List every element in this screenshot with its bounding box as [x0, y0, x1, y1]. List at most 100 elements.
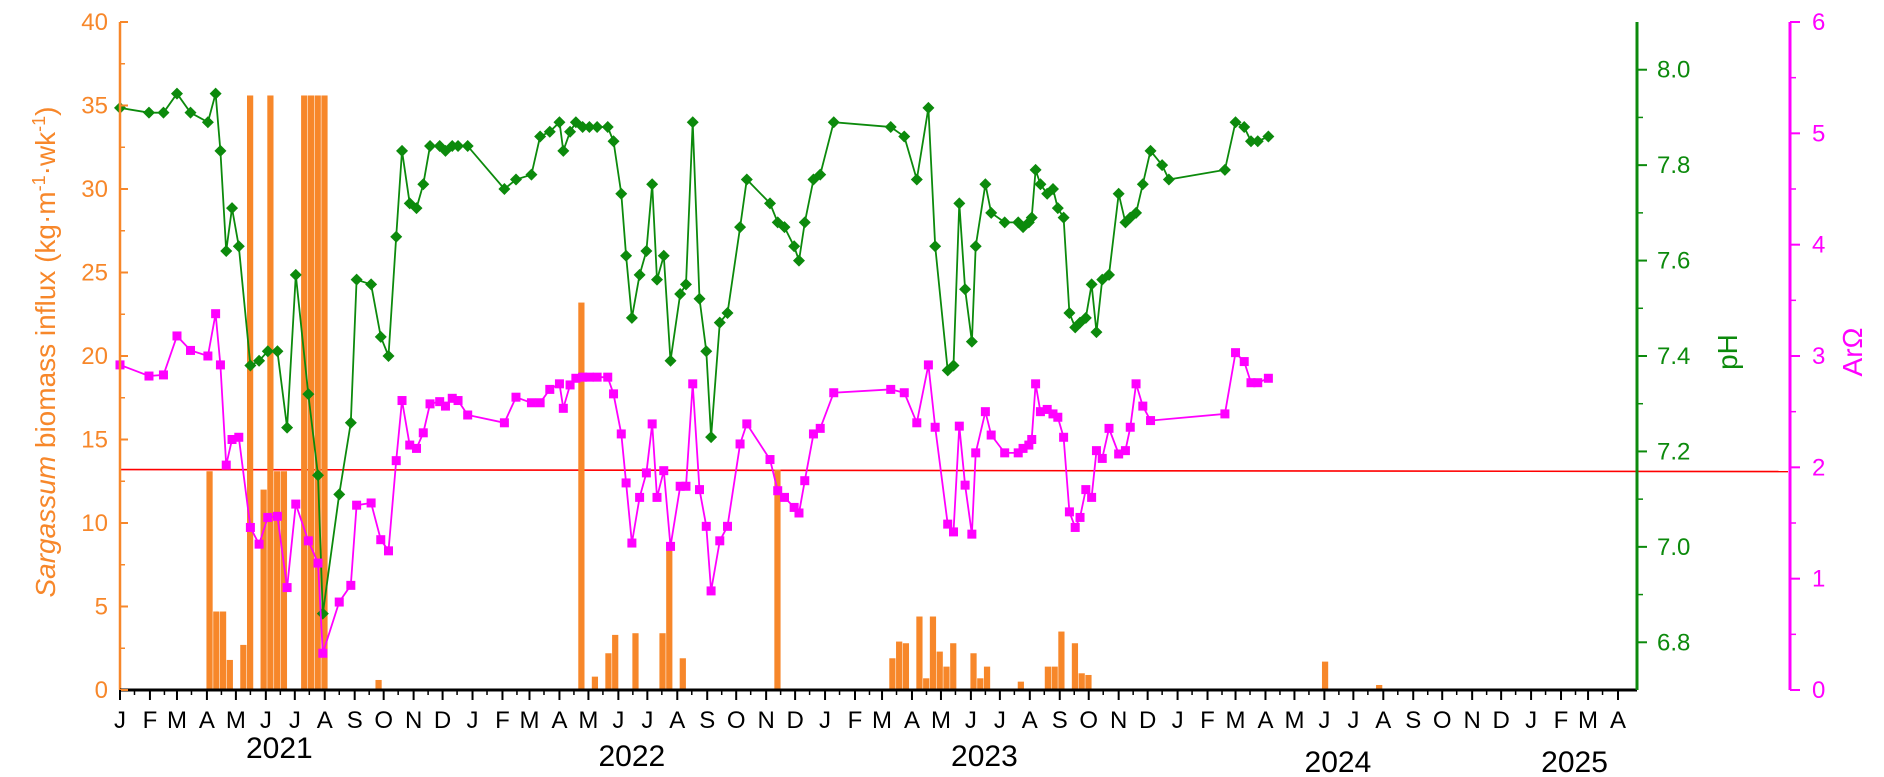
aragonite-point	[609, 389, 619, 399]
ph-point	[1130, 206, 1143, 219]
aragonite-point	[584, 372, 594, 382]
ph-point	[410, 202, 423, 215]
aragonite-point	[499, 418, 509, 428]
month-tick-label: A	[551, 707, 567, 734]
ph-point	[965, 335, 978, 348]
ph-axis-tick-label: 6.8	[1657, 629, 1690, 656]
aragonite-axis-tick-label: 2	[1812, 454, 1825, 481]
aragonite-point	[463, 410, 473, 420]
ph-point	[601, 120, 614, 133]
month-tick-label: D	[786, 707, 803, 734]
ph-point	[232, 240, 245, 253]
ph-point	[625, 311, 638, 324]
month-tick-label: M	[167, 707, 187, 734]
biomass-bar	[247, 95, 254, 691]
ph-point	[778, 221, 791, 234]
left-axis-tick-label: 5	[95, 594, 108, 621]
ph-point	[1229, 116, 1242, 129]
biomass-bar	[321, 95, 328, 691]
ph-point	[382, 350, 395, 362]
aragonite-point	[1070, 522, 1080, 532]
aragonite-point	[578, 372, 588, 382]
ph-point	[1025, 211, 1038, 224]
aragonite-point	[715, 536, 725, 546]
ph-point	[261, 345, 274, 358]
ph-point	[525, 168, 538, 181]
aragonite-point	[967, 529, 977, 539]
ph-point	[170, 87, 183, 100]
aragonite-point	[453, 396, 463, 406]
aragonite-axis-tick-label: 6	[1812, 9, 1825, 36]
ph-point	[979, 178, 992, 191]
aragonite-point	[1125, 422, 1135, 432]
left-axis-title-rest: biomass influx (kg·m	[30, 191, 61, 456]
ph-point	[365, 278, 378, 291]
aragonite-point	[203, 351, 213, 361]
biomass-bar	[916, 616, 923, 690]
aragonite-point	[912, 418, 922, 428]
month-tick-label: N	[1463, 707, 1480, 734]
biomass-bar	[274, 471, 281, 690]
aragonite-point	[1053, 412, 1063, 422]
aragonite-point	[1075, 512, 1085, 522]
aragonite-point	[1138, 401, 1148, 411]
aragonite-point	[234, 432, 244, 442]
month-tick-label: M	[1226, 707, 1246, 734]
aragonite-point	[779, 492, 789, 502]
aragonite-point	[603, 372, 613, 382]
ph-point	[220, 245, 233, 258]
threshold-line	[119, 468, 1789, 473]
month-tick-label: A	[904, 707, 920, 734]
aragonite-point	[960, 480, 970, 490]
aragonite-point	[352, 500, 362, 510]
aragonite-point	[186, 345, 196, 355]
aragonite-point	[1220, 409, 1230, 419]
aragonite-point	[334, 597, 344, 607]
aragonite-point	[773, 486, 783, 496]
aragonite-point	[1253, 378, 1263, 388]
month-tick-label: J	[1347, 707, 1359, 734]
left-axis-tick-label: 25	[81, 260, 108, 287]
ph-point	[929, 240, 942, 253]
biomass-bar	[983, 666, 991, 690]
ph-point	[498, 183, 511, 195]
month-tick-label: J	[994, 707, 1006, 734]
month-tick-label: A	[1375, 707, 1391, 734]
aragonite-point	[272, 511, 282, 521]
ph-point	[827, 116, 840, 129]
left-axis-tick-label: 15	[81, 427, 108, 454]
aragonite-point	[554, 379, 564, 389]
month-tick-label: J	[641, 707, 653, 734]
month-tick-label: M	[578, 707, 598, 734]
year-tick-label: 2023	[951, 740, 1018, 773]
aragonite-point	[986, 430, 996, 440]
aragonite-point	[635, 492, 645, 502]
ph-point	[700, 345, 713, 358]
ph-point	[884, 120, 897, 133]
ph-point	[1017, 221, 1030, 234]
aragonite-point	[1042, 404, 1052, 414]
aragonite-point	[158, 370, 168, 380]
ph-point	[253, 354, 266, 367]
aragonite-point	[397, 396, 407, 406]
month-tick-label: A	[317, 707, 333, 734]
aragonite-point	[435, 397, 445, 407]
ph-point	[461, 140, 474, 153]
month-tick-label: S	[699, 707, 715, 734]
aragonite-point	[1031, 379, 1041, 389]
aragonite-point	[535, 398, 545, 408]
ph-point	[740, 173, 753, 186]
aragonite-point	[376, 535, 386, 545]
ph-point	[657, 249, 670, 262]
aragonite-point	[930, 422, 940, 432]
aragonite-point	[282, 583, 292, 593]
month-tick-label: J	[1525, 707, 1537, 734]
aragonite-point	[675, 481, 685, 491]
year-tick-label: 2022	[599, 740, 666, 773]
year-tick-label: 2024	[1305, 746, 1372, 777]
aragonite-point	[1263, 373, 1273, 383]
aragonite-point	[681, 481, 691, 491]
month-tick-label: J	[1172, 707, 1184, 734]
aragonite-point	[723, 521, 733, 531]
left-axis-title: Sargassum biomass influx (kg·m-1·wk-1)	[29, 106, 61, 597]
